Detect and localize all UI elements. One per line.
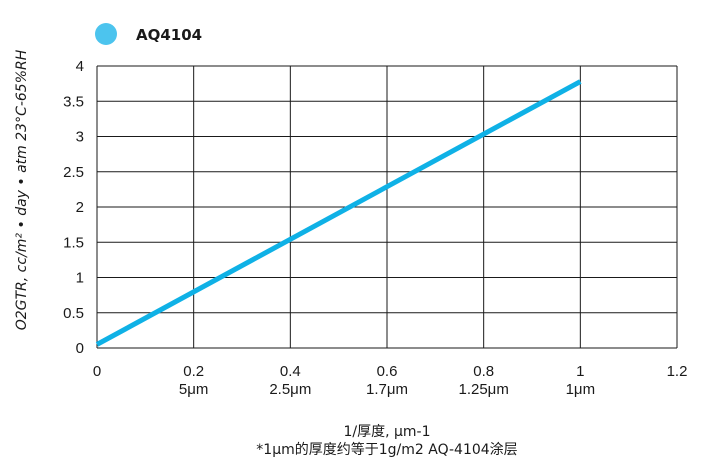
x-axis-label: 1/厚度, μm-1 xyxy=(343,424,430,440)
y-tick-label: 1.5 xyxy=(63,234,84,251)
legend-swatch xyxy=(95,23,117,45)
y-tick-label: 0 xyxy=(76,340,84,357)
legend-label: AQ4104 xyxy=(136,26,202,44)
x-axis-note: *1μm的厚度约等于1g/m2 AQ-4104涂层 xyxy=(256,441,517,457)
y-tick-label: 0.5 xyxy=(63,305,84,322)
y-tick-label: 3 xyxy=(76,129,84,146)
y-tick-label: 2 xyxy=(76,199,84,216)
x-tick-sublabel: 5μm xyxy=(179,381,208,398)
y-tick-label: 3.5 xyxy=(63,93,84,110)
grid xyxy=(96,65,678,349)
x-tick-label: 0 xyxy=(93,363,101,380)
x-tick-label: 1.2 xyxy=(667,363,688,380)
series-line xyxy=(95,79,582,347)
y-tick-label: 4 xyxy=(76,58,84,75)
x-tick-label: 0.4 xyxy=(280,363,301,380)
x-tick-label: 1 xyxy=(576,363,584,380)
x-tick-sublabel: 2.5μm xyxy=(269,381,311,398)
x-tick-sublabel: 1.7μm xyxy=(366,381,408,398)
legend: AQ4104 xyxy=(95,23,202,45)
y-tick-label: 1 xyxy=(76,270,84,287)
x-tick-label: 0.6 xyxy=(377,363,398,380)
x-tick-label: 0.8 xyxy=(473,363,494,380)
x-tick-label: 0.2 xyxy=(183,363,204,380)
y-tick-label: 2.5 xyxy=(63,164,84,181)
y-tick-labels: 0 0.5 1 1.5 2 2.5 3 3.5 4 xyxy=(63,58,84,357)
x-tick-sublabel: 1.25μm xyxy=(458,381,508,398)
x-tick-sublabel: 1μm xyxy=(566,381,595,398)
series-layer xyxy=(95,79,582,347)
y-axis-label: O2GTR, cc/m² • day • atm 23°C-65%RH xyxy=(14,49,30,330)
